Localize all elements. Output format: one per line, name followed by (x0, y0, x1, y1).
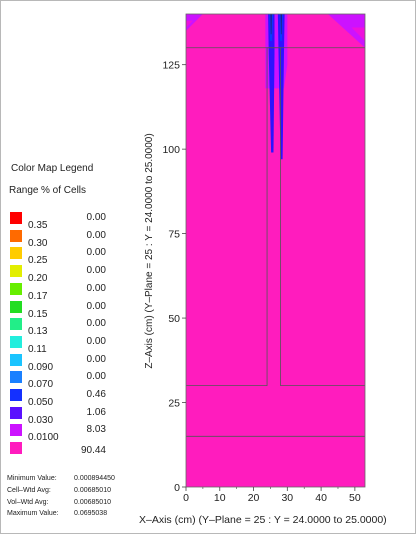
legend-swatch-10 (10, 389, 22, 401)
legend-pct-11: 1.06 (86, 406, 106, 418)
legend-range-10: 0.050 (28, 397, 54, 408)
legend-title: Color Map Legend (11, 163, 94, 174)
legend-range-5: 0.15 (28, 308, 48, 320)
x-tick-label-3: 30 (281, 492, 293, 504)
x-tick-label-2: 20 (248, 492, 260, 504)
legend-pct-0: 0.00 (86, 212, 106, 223)
legend-swatch-13 (10, 442, 22, 455)
legend-range-11: 0.030 (28, 414, 54, 426)
legend-pct-4: 0.00 (86, 282, 106, 294)
stat-label-2: Vol–Wtd Avg: (7, 498, 49, 506)
legend-swatch-4 (10, 282, 22, 295)
legend-pct-8: 0.00 (86, 353, 106, 365)
heatmap-region-9 (270, 14, 272, 35)
legend-pct-3: 0.00 (86, 265, 106, 277)
legend-swatch-1 (10, 229, 22, 242)
legend-range-header: Range (9, 185, 39, 196)
x-tick-label-1: 10 (214, 492, 226, 504)
legend-range-1: 0.30 (28, 237, 48, 249)
legend-range-6: 0.13 (28, 326, 48, 338)
y-tick-label-4: 100 (162, 144, 180, 156)
heatmap-region-3 (351, 27, 365, 42)
heatmap-region-0 (186, 14, 203, 31)
stat-label-3: Maximum Value: (7, 510, 59, 518)
stat-label-0: Minimum Value: (7, 475, 57, 482)
legend-swatch-9 (10, 371, 22, 384)
legend-pct-13: 90.44 (80, 445, 106, 457)
heatmap-region-1 (186, 20, 193, 28)
legend-pct-header: % of Cells (41, 185, 87, 196)
heatmap-region-6 (277, 14, 285, 160)
stat-row-1: Cell–Wtd Avg: 0.00685010 (7, 486, 111, 494)
y-tick-label-2: 50 (168, 313, 180, 325)
legend-pct-10: 0.46 (86, 389, 106, 400)
legend-swatch-2 (10, 247, 22, 260)
legend-range-8: 0.090 (28, 361, 54, 373)
x-tick-label-4: 40 (315, 492, 327, 504)
legend-range-0: 0.35 (28, 220, 48, 231)
x-axis-label: X–Axis (cm) (Y–Plane = 25 : Y = 24.0000 … (139, 514, 387, 526)
heatmap-region-10 (280, 14, 282, 35)
legend-pct-1: 0.00 (86, 229, 106, 241)
stat-value-0: 0.000894450 (74, 475, 115, 482)
legend-swatch-3 (10, 265, 22, 278)
heatmap-region-2 (327, 14, 365, 48)
legend-swatch-0 (10, 212, 22, 224)
legend-range-12: 0.0100 (28, 432, 59, 444)
x-tick-label-0: 0 (183, 492, 189, 504)
y-tick-label-3: 75 (168, 229, 180, 241)
x-tick-label-5: 50 (349, 492, 361, 504)
legend-pct-9: 0.00 (86, 371, 106, 383)
stat-row-3: Maximum Value: 0.0695038 (7, 510, 107, 518)
heatmap-background (186, 14, 365, 487)
plot-area (185, 13, 366, 488)
legend-swatch-6 (10, 318, 22, 331)
y-tick-label-0: 0 (174, 482, 180, 494)
x-axis-ticks: 0 10 20 30 40 50 (183, 487, 361, 504)
legend-pct-12: 8.03 (86, 424, 106, 436)
legend-pct-2: 0.00 (86, 247, 106, 259)
legend-swatch-7 (10, 335, 22, 348)
stat-value-1: 0.00685010 (74, 486, 111, 494)
stat-row-2: Vol–Wtd Avg: 0.00685010 (7, 498, 111, 506)
y-tick-label-5: 125 (162, 60, 180, 72)
legend-range-3: 0.20 (28, 273, 48, 285)
legend-pct-7: 0.00 (86, 335, 106, 347)
legend-range-9: 0.070 (28, 379, 54, 391)
legend-swatch-5 (10, 300, 22, 313)
stat-label-1: Cell–Wtd Avg: (7, 486, 51, 494)
legend-swatch-12 (10, 424, 22, 437)
legend-range-7: 0.11 (28, 343, 47, 355)
legend-range-4: 0.17 (28, 290, 48, 302)
stat-value-2: 0.00685010 (74, 498, 111, 506)
legend-pct-6: 0.00 (86, 318, 106, 330)
y-tick-label-1: 25 (168, 398, 180, 410)
heatmap-region-5 (268, 14, 275, 153)
stat-value-3: 0.0695038 (74, 510, 108, 518)
legend-range-2: 0.25 (28, 255, 48, 267)
y-axis-label: Z–Axis (cm) (Y–Plane = 25 : Y = 24.0000 … (144, 133, 155, 368)
legend-swatch-8 (10, 353, 22, 366)
legend-pct-5: 0.00 (86, 300, 106, 312)
stat-row-0: Minimum Value: 0.000894450 (7, 475, 115, 482)
plot-border (185, 13, 366, 488)
y-axis-ticks: 0 25 50 75 100 125 (162, 60, 186, 494)
legend-swatch-11 (10, 406, 22, 419)
